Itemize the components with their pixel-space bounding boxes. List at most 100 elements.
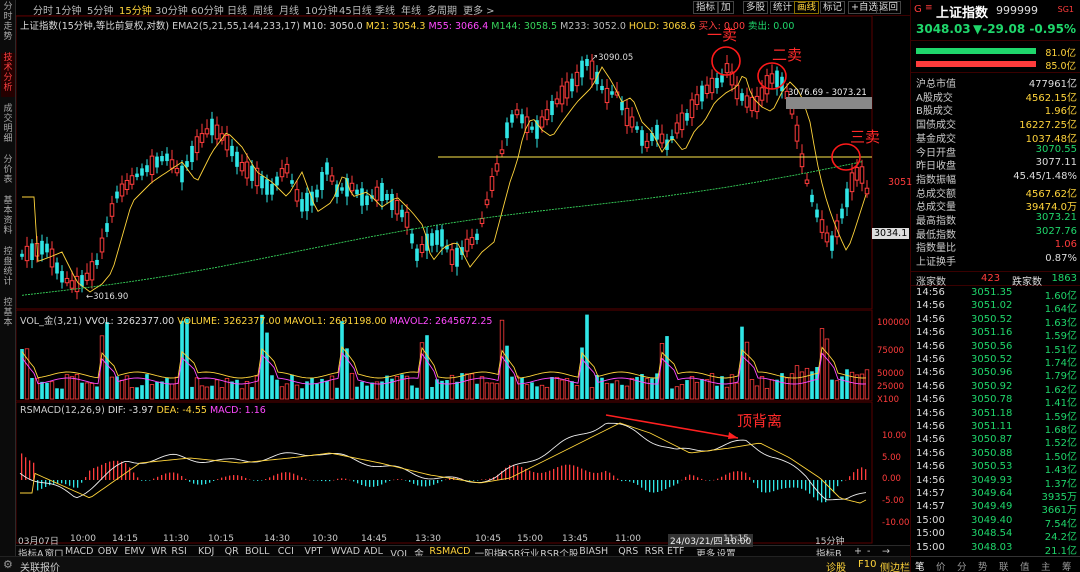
bottom-tab-6[interactable]: 主 — [1041, 562, 1051, 572]
indicator-20[interactable]: QRS — [618, 546, 639, 557]
bottom-tab-4[interactable]: 联 — [999, 562, 1009, 572]
left-tab-4[interactable]: 基本资料 — [3, 196, 13, 236]
toolbar-7[interactable]: 返回 — [876, 1, 902, 14]
candlestick-chart[interactable]: ↗3090.05 ←3016.90 3076.69 - 3073.21 — [16, 16, 910, 310]
toolbar-3[interactable]: 统计 — [770, 1, 796, 14]
indicator-6[interactable]: RSI — [171, 546, 187, 557]
indicator-15[interactable]: RSMACD — [429, 546, 471, 557]
indicator-18[interactable]: RSR个股 — [540, 549, 579, 560]
bottom-tab-1[interactable]: 价 — [936, 562, 946, 572]
tick-row[interactable]: 14:56 3050.92 1.62亿 — [911, 381, 1080, 396]
period-8[interactable]: 月线 — [279, 6, 299, 17]
macd-histogram-bar — [429, 480, 431, 486]
diagnose-button[interactable]: 诊股 — [826, 563, 846, 572]
indicator-right-3[interactable]: → — [882, 546, 890, 557]
toolbar-4[interactable]: 画线 — [794, 1, 820, 14]
toolbar-1[interactable]: 加 — [718, 1, 734, 14]
indicator-8[interactable]: QR — [224, 546, 239, 557]
menu-icon[interactable]: ≡ — [925, 3, 933, 13]
period-9[interactable]: 10分钟 — [305, 6, 338, 17]
tick-row[interactable]: 14:56 3050.87 1.52亿 — [911, 434, 1080, 449]
indicator-4[interactable]: EMV — [124, 546, 146, 557]
bottom-tab-5[interactable]: 值 — [1020, 562, 1030, 572]
macd-histogram-bar — [781, 480, 783, 489]
tick-row[interactable]: 14:56 3050.53 1.43亿 — [911, 461, 1080, 476]
indicator-14[interactable]: VOL_金 — [390, 549, 424, 560]
period-5[interactable]: 60分钟 — [191, 6, 224, 17]
period-14[interactable]: 更多 > — [463, 6, 495, 17]
indicator-22[interactable]: 更多 — [696, 549, 716, 560]
indicator-19[interactable]: BIASH — [579, 546, 609, 557]
period-3[interactable]: 15分钟 — [119, 6, 152, 17]
toolbar-0[interactable]: 指标 — [693, 1, 719, 14]
left-tab-2[interactable]: 成交明细 — [3, 104, 13, 144]
period-1[interactable]: 1分钟 — [55, 6, 82, 17]
period-0[interactable]: 分时 — [33, 6, 53, 17]
sidebar-toggle[interactable]: 侧边栏 — [880, 563, 910, 572]
indicator-right-0[interactable]: 指标B — [816, 549, 842, 560]
indicator-3[interactable]: OBV — [97, 546, 118, 557]
tick-row[interactable]: 14:57 3049.64 3935万 — [911, 488, 1080, 503]
stat-row-5: 今日开盘 3070.55 — [911, 144, 1080, 159]
period-7[interactable]: 周线 — [253, 6, 273, 17]
tick-row[interactable]: 14:56 3050.52 1.63亿 — [911, 314, 1080, 329]
indicator-11[interactable]: VPT — [304, 546, 323, 557]
period-12[interactable]: 年线 — [401, 6, 421, 17]
tick-row[interactable]: 14:56 3051.02 1.64亿 — [911, 300, 1080, 315]
left-tab-bar: 分时走势技术分析成交明细分价表基本资料控盘统计控基本 — [0, 0, 16, 556]
toolbar-5[interactable]: 标记 — [820, 1, 846, 14]
left-tab-0[interactable]: 分时走势 — [3, 2, 13, 42]
indicator-13[interactable]: ADL — [363, 546, 383, 557]
tick-row[interactable]: 15:00 3048.54 24.2亿 — [911, 528, 1080, 543]
indicator-5[interactable]: WR — [151, 546, 167, 557]
tick-row[interactable]: 14:56 3051.18 1.59亿 — [911, 408, 1080, 423]
indicator-23[interactable]: 设置 — [716, 549, 736, 560]
tick-row[interactable]: 14:56 3051.35 1.60亿 — [911, 287, 1080, 302]
period-4[interactable]: 30分钟 — [155, 6, 188, 17]
tick-row[interactable]: 14:56 3050.78 1.41亿 — [911, 394, 1080, 409]
indicator-17[interactable]: RSR行业 — [501, 549, 540, 560]
indicator-10[interactable]: CCI — [277, 546, 294, 557]
period-11[interactable]: 季线 — [375, 6, 395, 17]
period-10[interactable]: 45日线 — [339, 6, 372, 17]
bottom-tab-0[interactable]: 笔 — [915, 562, 925, 572]
left-tab-3[interactable]: 分价表 — [3, 155, 13, 185]
tick-row[interactable]: 14:56 3050.56 1.51亿 — [911, 341, 1080, 356]
left-tab-5[interactable]: 控盘统计 — [3, 247, 13, 287]
tick-row[interactable]: 14:56 3051.16 1.59亿 — [911, 327, 1080, 342]
left-tab-6[interactable]: 控基本 — [3, 298, 13, 328]
period-6[interactable]: 日线 — [227, 6, 247, 17]
bottom-tab-3[interactable]: 势 — [978, 562, 988, 572]
period-2[interactable]: 5分钟 — [87, 6, 114, 17]
indicator-2[interactable]: MACD — [65, 546, 94, 557]
indicator-21[interactable]: RSR ETF — [644, 546, 685, 557]
indicator-0[interactable]: 指标A — [18, 549, 44, 560]
indicator-right-1[interactable]: + — [854, 546, 862, 557]
indicator-right-2[interactable]: - — [867, 546, 871, 557]
tick-row[interactable]: 14:57 3049.49 3661万 — [911, 501, 1080, 516]
period-13[interactable]: 多周期 — [427, 6, 457, 17]
stat-value: 3027.76 — [1035, 225, 1077, 237]
indicator-7[interactable]: KDJ — [198, 546, 215, 557]
tick-row[interactable]: 14:56 3050.96 1.79亿 — [911, 367, 1080, 382]
tick-row[interactable]: 14:56 3049.93 1.37亿 — [911, 475, 1080, 490]
tick-row[interactable]: 15:00 3048.03 21.1亿 — [911, 542, 1080, 557]
tick-row[interactable]: 14:56 3051.11 1.68亿 — [911, 421, 1080, 436]
indicator-12[interactable]: WVAD — [331, 546, 361, 557]
toolbar-2[interactable]: 多股 — [743, 1, 769, 14]
related-quote-label[interactable]: 关联报价 — [20, 563, 60, 572]
gear-icon[interactable]: ⚙ — [3, 558, 13, 571]
tick-row[interactable]: 14:56 3050.52 1.74亿 — [911, 354, 1080, 369]
tick-row[interactable]: 14:56 3050.88 1.50亿 — [911, 448, 1080, 463]
indicator-16[interactable]: 一阳指 — [474, 549, 504, 560]
indicator-1[interactable]: 窗口 — [44, 549, 64, 560]
bottom-tab-7[interactable]: 筹 — [1062, 562, 1072, 572]
volume-chart[interactable] — [16, 310, 910, 402]
toolbar-6[interactable]: +自选 — [848, 1, 881, 14]
macd-chart[interactable] — [16, 402, 910, 544]
tick-row[interactable]: 15:00 3049.40 7.54亿 — [911, 515, 1080, 530]
left-tab-1[interactable]: 技术分析 — [1, 53, 15, 97]
bottom-tab-2[interactable]: 分 — [957, 562, 967, 572]
indicator-9[interactable]: BOLL — [245, 546, 270, 557]
f10-button[interactable]: F10 — [858, 559, 877, 570]
